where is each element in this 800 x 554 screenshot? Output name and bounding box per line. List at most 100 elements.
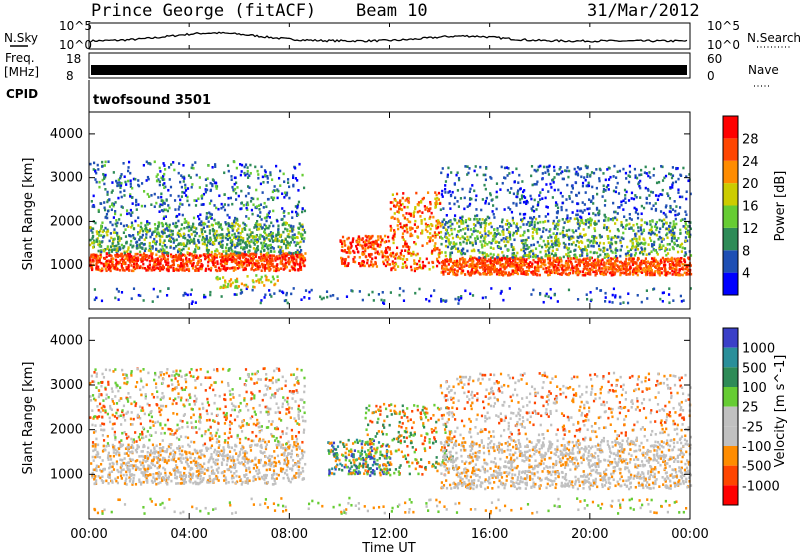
power-cell: [163, 178, 166, 181]
power-cell: [623, 262, 626, 266]
power-cell: [461, 187, 464, 191]
power-cell: [108, 266, 112, 270]
power-cell: [224, 246, 228, 250]
power-cell: [168, 237, 172, 241]
power-cell: [421, 266, 425, 270]
power-cell: [105, 255, 108, 259]
power-cell: [542, 262, 545, 266]
power-cell: [245, 224, 248, 227]
power-cell: [298, 252, 302, 255]
power-cell: [584, 257, 587, 261]
power-cell: [161, 255, 164, 258]
power-cell: [185, 220, 188, 223]
power-cell: [394, 257, 397, 260]
power-cell: [188, 235, 191, 239]
power-cell: [242, 237, 245, 240]
power-cell: [251, 264, 254, 267]
power-cell: [645, 269, 649, 273]
power-cell: [190, 259, 193, 263]
power-cell: [565, 273, 568, 276]
power-cell: [368, 264, 371, 268]
power-cell: [505, 265, 508, 269]
power-cell: [134, 203, 138, 207]
power-cell: [533, 223, 536, 227]
power-cell: [586, 252, 589, 255]
power-cell: [209, 269, 212, 272]
power-cell: [263, 237, 266, 241]
power-cell: [150, 194, 153, 197]
power-cell: [181, 268, 184, 272]
power-cell: [184, 186, 187, 190]
power-cell: [215, 181, 218, 185]
power-cell: [121, 257, 124, 261]
power-cell: [543, 260, 546, 264]
power-cell: [560, 205, 563, 209]
power-cell: [616, 269, 620, 273]
power-cell: [659, 227, 662, 231]
power-cell: [616, 249, 619, 252]
power-cell: [479, 235, 483, 239]
power-cell: [95, 260, 98, 264]
power-cell: [264, 173, 267, 177]
power-cell: [119, 176, 122, 180]
power-cell: [287, 212, 290, 215]
power-cell: [227, 196, 230, 200]
power-cell: [508, 233, 512, 237]
power-cell: [483, 272, 487, 276]
power-cell: [665, 221, 668, 225]
power-cell: [153, 230, 157, 233]
power-cell: [301, 225, 304, 229]
power-cell: [109, 260, 112, 263]
power-cell: [379, 235, 382, 238]
power-cell: [643, 243, 646, 246]
power-cell: [172, 260, 175, 264]
power-cell: [468, 204, 471, 207]
power-cell: [686, 272, 689, 276]
power-cell: [287, 261, 290, 264]
power-cell: [346, 247, 350, 250]
power-cell: [476, 237, 479, 240]
power-cell: [516, 257, 519, 261]
power-cell: [620, 236, 623, 239]
power-cell: [534, 254, 537, 257]
power-cell: [479, 231, 482, 235]
power-cell: [434, 242, 437, 245]
power-cell: [674, 267, 677, 271]
power-cell: [539, 191, 542, 194]
power-cell: [92, 256, 95, 259]
power-cell: [129, 179, 132, 183]
power-cell: [246, 203, 250, 207]
power-cell: [93, 205, 96, 209]
power-cell: [184, 244, 187, 248]
power-cell: [278, 235, 282, 238]
power-cell: [597, 261, 600, 265]
power-cell: [566, 214, 569, 217]
power-cell: [530, 207, 533, 210]
power-cell: [208, 211, 211, 215]
power-cell: [447, 238, 450, 241]
power-cell: [421, 260, 424, 264]
power-cell: [226, 164, 230, 167]
power-cell: [124, 228, 127, 231]
power-cell: [167, 204, 170, 207]
power-cell: [464, 232, 467, 235]
power-cell: [389, 253, 392, 257]
power-cell: [341, 257, 344, 261]
power-cell: [681, 262, 684, 266]
power-cell: [674, 263, 678, 266]
power-cell: [189, 176, 192, 179]
power-cell: [462, 251, 465, 255]
power-cell: [179, 255, 183, 259]
power-cell: [449, 255, 452, 259]
power-cell: [140, 182, 144, 185]
power-cell: [267, 264, 270, 268]
power-cell: [209, 238, 213, 242]
power-cell: [683, 271, 686, 275]
power-cell: [176, 250, 180, 254]
power-cell: [542, 239, 545, 243]
power-cell: [161, 183, 165, 187]
power-cell: [110, 257, 113, 261]
power-cell: [557, 258, 561, 262]
power-cell: [607, 241, 610, 244]
power-cell: [508, 273, 511, 277]
